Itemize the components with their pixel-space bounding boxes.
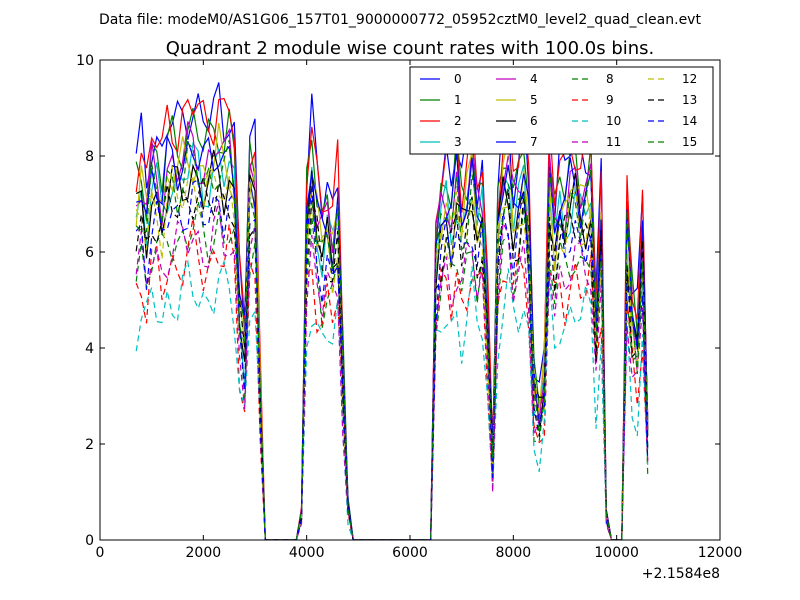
x-tick-label: 10000 [594, 545, 639, 561]
legend-label: 0 [454, 72, 462, 86]
legend-label: 10 [606, 114, 621, 128]
legend-box [409, 66, 714, 155]
chart-title: Quadrant 2 module wise count rates with … [166, 38, 655, 59]
series-line-7 [136, 136, 649, 540]
legend-label: 4 [530, 72, 538, 86]
x-axis: 0 2000 4000 6000 8000 10000 12000 [96, 60, 743, 561]
legend-label: 13 [682, 93, 697, 107]
legend-label: 2 [454, 114, 462, 128]
suptitle: Data file: modeM0/AS1G06_157T01_90000007… [99, 12, 701, 28]
series-line-1 [135, 107, 649, 540]
legend-label: 3 [454, 135, 462, 149]
x-tick-label: 8000 [496, 545, 532, 561]
legend-label: 8 [606, 72, 614, 86]
legend-label: 15 [682, 135, 697, 149]
series-line-9 [135, 218, 649, 540]
legend-label: 6 [530, 114, 538, 128]
series-line-5 [135, 122, 649, 540]
x-tick-label: 6000 [392, 545, 428, 561]
legend-label: 1 [454, 93, 462, 107]
series-line-12 [135, 166, 649, 540]
y-tick-label: 8 [85, 149, 94, 165]
series-layer [135, 82, 649, 540]
y-tick-label: 2 [85, 437, 94, 453]
series-line-3 [135, 141, 649, 540]
x-tick-label: 0 [96, 545, 105, 561]
y-tick-label: 4 [85, 341, 94, 357]
series-line-14 [135, 178, 649, 540]
y-tick-label: 0 [85, 533, 94, 549]
series-line-10 [135, 259, 649, 540]
y-tick-label: 6 [85, 245, 94, 261]
legend-label: 5 [530, 93, 538, 107]
y-tick-label: 10 [76, 53, 94, 69]
x-tick-label: 12000 [698, 545, 743, 561]
legend-label: 9 [606, 93, 614, 107]
legend-label: 12 [682, 72, 697, 86]
legend-label: 11 [606, 135, 621, 149]
x-tick-label: 4000 [289, 545, 325, 561]
legend-label: 7 [530, 135, 538, 149]
series-line-13 [135, 177, 649, 540]
x-tick-label: 2000 [186, 545, 222, 561]
series-line-2 [135, 97, 649, 540]
x-offset-label: +2.1584e8 [642, 566, 720, 582]
legend-label: 14 [682, 114, 697, 128]
